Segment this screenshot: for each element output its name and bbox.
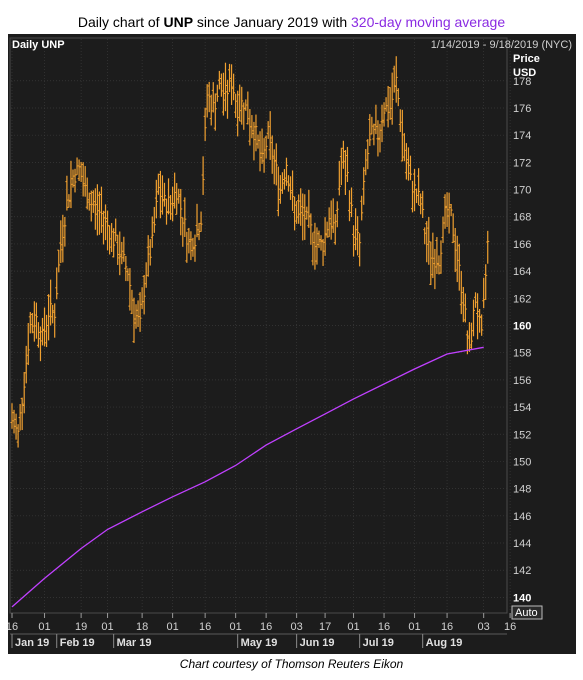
y-tick-label: 168 [513, 212, 531, 224]
x-tick-label: 01 [230, 621, 242, 633]
y-tick-label: 156 [513, 375, 531, 387]
x-tick-label: 16 [441, 621, 453, 633]
month-label: Jan 19 [15, 637, 49, 649]
y-tick-label: 152 [513, 429, 531, 441]
x-tick-label: 01 [408, 621, 420, 633]
x-tick-label: 01 [347, 621, 359, 633]
month-label: Jul 19 [363, 637, 394, 649]
x-tick-label: 17 [319, 621, 331, 633]
y-tick-label: 172 [513, 157, 531, 169]
y-tick-label: 170 [513, 185, 531, 197]
x-tick-label: 16 [199, 621, 211, 633]
y-tick-label: 160 [513, 321, 531, 333]
ohlc-chart: 140 142 144 146 148 150 152 154 156 158 160 162 164 1… [8, 37, 572, 649]
auto-button[interactable] [511, 605, 543, 620]
auto-button-label[interactable]: Auto [515, 607, 538, 619]
month-label: Jun 19 [300, 637, 335, 649]
x-tick-label: 18 [136, 621, 148, 633]
x-tick-label: 16 [8, 621, 18, 633]
x-tick-label: 01 [101, 621, 113, 633]
date-range: 1/14/2019 - 9/18/2019 (NYC) [431, 39, 572, 51]
moving-average-line [11, 346, 484, 608]
y-tick-label: 146 [513, 511, 531, 523]
month-label: Feb 19 [60, 637, 95, 649]
y-tick-label: 144 [513, 538, 531, 550]
month-label: Mar 19 [117, 637, 152, 649]
x-tick-label: 03 [478, 621, 490, 633]
price-label: Price [513, 53, 540, 65]
y-tick-label: 158 [513, 348, 531, 360]
x-tick-label: 01 [166, 621, 178, 633]
y-tick-label: 150 [513, 456, 531, 468]
month-label: Aug 19 [426, 637, 463, 649]
y-tick-label: 154 [513, 402, 531, 414]
x-tick-label: 16 [504, 621, 516, 633]
x-tick-label: 19 [75, 621, 87, 633]
x-tick-label: 01 [38, 621, 50, 633]
x-tick-label: 16 [378, 621, 390, 633]
panel-label: Daily UNP [12, 39, 65, 51]
y-tick-label: 162 [513, 293, 531, 305]
y-tick-label: 164 [513, 266, 531, 278]
chart-title: Daily chart of UNP since January 2019 wi… [77, 14, 506, 30]
y-tick-label: 178 [513, 76, 531, 88]
y-tick-label: 176 [513, 103, 531, 115]
y-tick-label: 174 [513, 130, 531, 142]
chart-caption: Chart courtesy of Thomson Reuters Eikon [179, 657, 404, 671]
y-tick-label: 142 [513, 565, 531, 577]
currency-label: USD [513, 67, 536, 79]
y-tick-label: 140 [513, 592, 531, 604]
y-tick-label: 166 [513, 239, 531, 251]
x-tick-label: 16 [260, 621, 272, 633]
y-tick-label: 148 [513, 484, 531, 496]
x-tick-label: 03 [291, 621, 303, 633]
month-label: May 19 [241, 637, 278, 649]
